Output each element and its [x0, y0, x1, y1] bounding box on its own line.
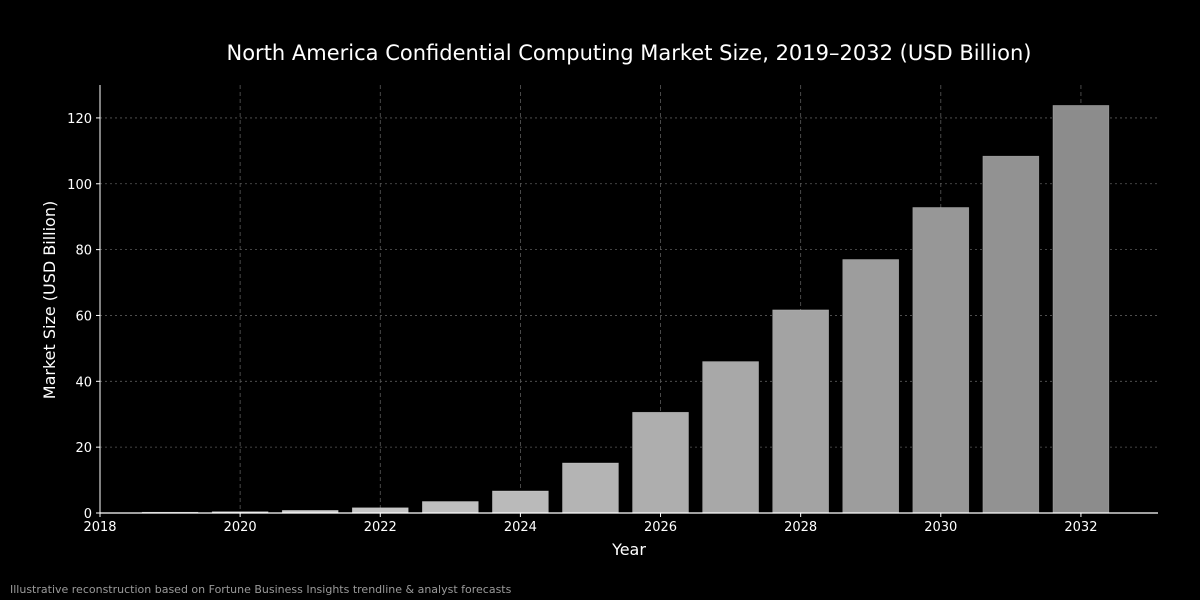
chart-title: North America Confidential Computing Mar… — [227, 41, 1032, 65]
x-tick-label: 2022 — [364, 520, 397, 535]
x-tick-label: 2024 — [504, 520, 537, 535]
x-axis-label: Year — [611, 540, 646, 559]
x-tick-label: 2026 — [644, 520, 677, 535]
axes-layer — [99, 85, 1158, 514]
bar-2024 — [492, 490, 549, 514]
y-tick-label: 80 — [75, 244, 92, 259]
source-footnote: Illustrative reconstruction based on For… — [10, 583, 512, 596]
x-tick-label: 2030 — [924, 520, 957, 535]
bar-2028 — [772, 309, 829, 514]
bar-2031 — [982, 155, 1040, 514]
y-tick-label: 0 — [84, 507, 92, 522]
y-axis-label: Market Size (USD Billion) — [40, 201, 59, 399]
ticks-layer: 0 20 40 60 80 100 120 2018 2020 2022 2024 2026 2028 2… — [67, 112, 1097, 535]
bar-2029 — [842, 259, 900, 514]
y-tick-label: 60 — [75, 309, 92, 324]
bar-2022 — [351, 507, 409, 514]
y-tick-label: 120 — [67, 112, 92, 127]
bar-2026 — [632, 411, 689, 514]
bar-2027 — [702, 361, 759, 514]
y-tick-label: 20 — [75, 441, 92, 456]
x-tick-label: 2018 — [83, 520, 116, 535]
bar-2023 — [422, 501, 479, 514]
x-tick-label: 2028 — [784, 520, 817, 535]
y-tick-label: 100 — [67, 178, 92, 193]
bars-layer — [141, 105, 1110, 514]
y-tick-label: 40 — [75, 375, 92, 390]
x-tick-label: 2020 — [224, 520, 257, 535]
bar-2032 — [1052, 105, 1110, 514]
x-tick-label: 2032 — [1064, 520, 1097, 535]
bar-2025 — [562, 462, 619, 514]
bar-2030 — [912, 207, 970, 514]
